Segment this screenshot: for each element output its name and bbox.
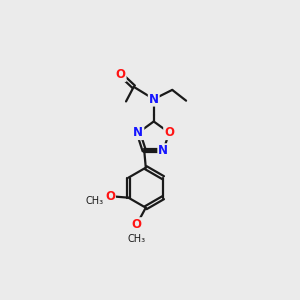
Text: O: O bbox=[164, 126, 174, 139]
Text: O: O bbox=[116, 68, 126, 81]
Text: N: N bbox=[134, 126, 143, 139]
Text: N: N bbox=[149, 93, 159, 106]
Text: N: N bbox=[158, 144, 168, 157]
Text: O: O bbox=[131, 218, 142, 231]
Text: CH₃: CH₃ bbox=[128, 233, 146, 244]
Text: CH₃: CH₃ bbox=[85, 196, 103, 206]
Text: O: O bbox=[105, 190, 115, 203]
